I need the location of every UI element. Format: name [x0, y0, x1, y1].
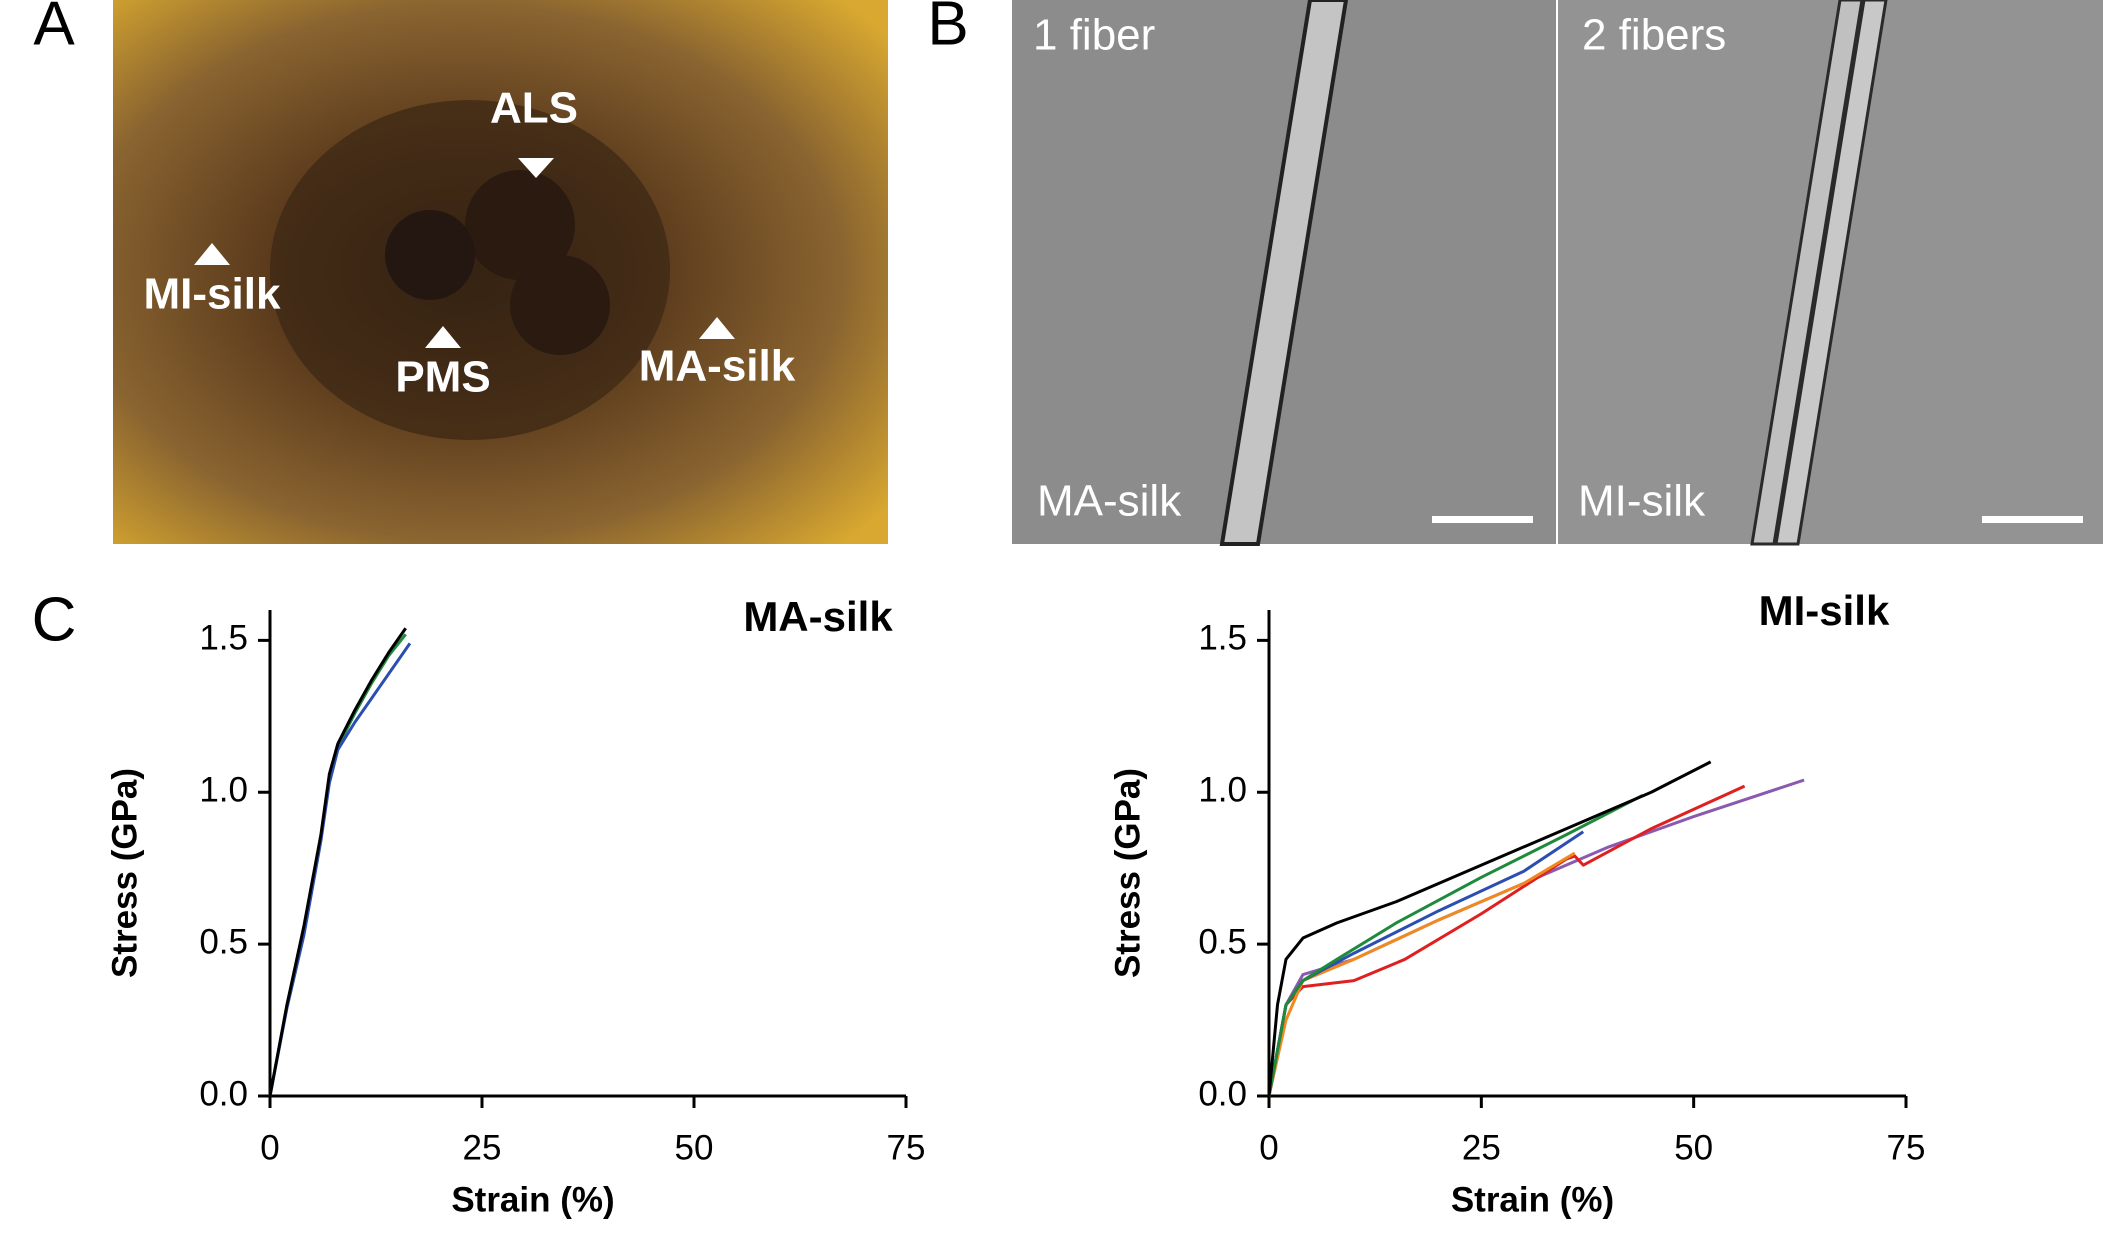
series-line: [1267, 830, 1585, 1097]
annotation: MI-silk: [144, 270, 281, 319]
fiber: [1774, 0, 1888, 546]
series-line: [1267, 851, 1576, 1097]
spinneret: [510, 255, 610, 355]
annotation: MA-silk: [1037, 477, 1182, 526]
annotation: ALS: [490, 84, 578, 133]
annotation: 2 fibers: [1582, 11, 1726, 60]
arrow: [699, 317, 735, 339]
y-tick-label: 1.0: [1198, 771, 1247, 810]
x-tick-label: 75: [887, 1128, 926, 1167]
arrow: [425, 326, 461, 348]
y-tick-label: 0.5: [199, 922, 248, 961]
x-axis-label: Strain (%): [451, 1180, 614, 1219]
scale-bar: [1432, 516, 1533, 523]
arrow: [518, 158, 554, 178]
series-line: [268, 627, 407, 1097]
panel-label: A: [33, 0, 75, 58]
panel-label: B: [927, 0, 968, 58]
y-tick-label: 1.5: [199, 619, 248, 658]
chart-title: MI-silk: [1759, 587, 1890, 634]
x-tick-label: 50: [675, 1128, 714, 1167]
y-axis-label: Stress (GPa): [105, 768, 144, 978]
spinneret: [465, 170, 575, 280]
x-tick-label: 0: [1259, 1128, 1278, 1167]
scale-bar: [1982, 516, 2083, 523]
fiber: [1219, 0, 1349, 546]
annotation: 1 fiber: [1033, 11, 1155, 60]
arrow: [194, 243, 230, 265]
series-line: [1267, 784, 1746, 1097]
x-tick-label: 0: [260, 1128, 279, 1167]
y-tick-label: 0.5: [1198, 922, 1247, 961]
x-axis-label: Strain (%): [1451, 1180, 1614, 1219]
y-tick-label: 0.0: [199, 1074, 248, 1113]
chart-title: MA-silk: [743, 593, 893, 640]
series-line: [268, 642, 412, 1097]
series-line: [268, 633, 407, 1097]
x-tick-label: 25: [1462, 1128, 1501, 1167]
annotation: MI-silk: [1578, 477, 1706, 526]
panel-label: C: [32, 585, 77, 654]
y-tick-label: 0.0: [1198, 1074, 1247, 1113]
annotation: PMS: [395, 353, 490, 402]
y-tick-label: 1.0: [199, 771, 248, 810]
y-tick-label: 1.5: [1198, 619, 1247, 658]
x-tick-label: 75: [1887, 1128, 1926, 1167]
x-tick-label: 25: [463, 1128, 502, 1167]
series-line: [1267, 778, 1805, 1097]
fiber: [1750, 0, 1864, 546]
series-line: [1267, 760, 1712, 1097]
series-line: [1267, 793, 1644, 1097]
x-tick-label: 50: [1674, 1128, 1713, 1167]
annotation: MA-silk: [639, 342, 796, 391]
spinneret: [385, 210, 475, 300]
y-axis-label: Stress (GPa): [1108, 768, 1147, 978]
